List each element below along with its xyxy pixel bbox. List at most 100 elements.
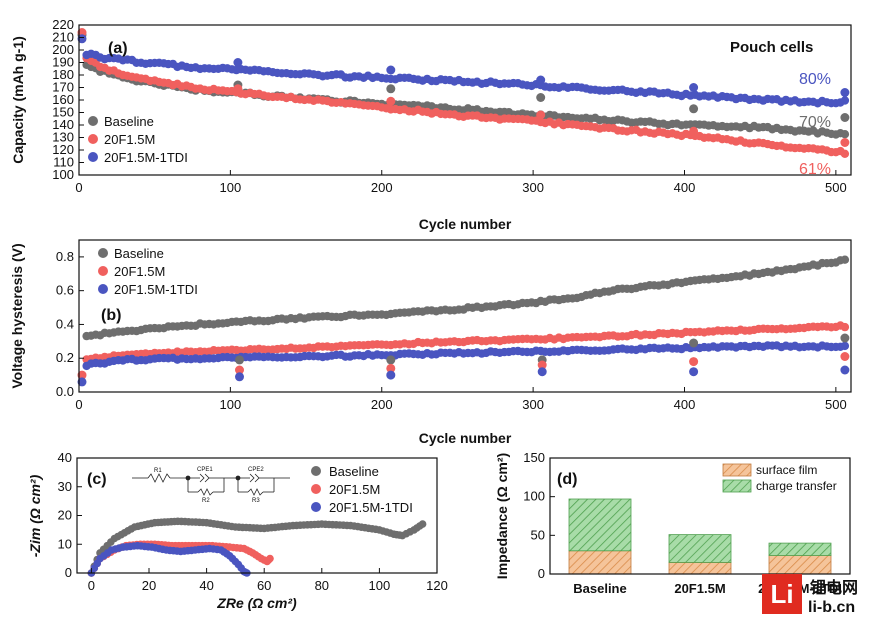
data-point-baseline [840, 130, 850, 139]
x-tick-label: 300 [522, 180, 544, 195]
equivalent-circuit-diagram [132, 473, 290, 496]
series-20f1-5m-1tdi [82, 341, 850, 371]
watermark-url: li-b.cn [808, 599, 855, 616]
series-baseline [82, 255, 850, 341]
watermark-logo-box [762, 574, 802, 614]
y-tick-label: 100 [523, 489, 545, 504]
checkup-point-20f1-5m [233, 84, 243, 94]
checkup-points-20f1-5m [77, 28, 850, 147]
checkup-point-20f1-5m-1tdi [537, 367, 547, 377]
x-tick-label: 40 [199, 578, 213, 593]
checkup-point-20f1-5m [77, 370, 87, 380]
circuit-label-r1: R1 [154, 468, 162, 474]
checkup-point-baseline [840, 113, 850, 122]
bar-charge-transfer-baseline [568, 498, 632, 552]
checkup-point-20f1-5m-1tdi [235, 372, 244, 382]
panel-b-xlabel: Cycle number [419, 430, 512, 446]
y-tick-label: 0.2 [56, 350, 74, 365]
panel-c-ylabel: -Zim (Ω cm²) [27, 474, 43, 557]
panel-a-ylabel: Capacity (mAh g-1) [10, 36, 26, 164]
panel-d-legend: surface film charge transfer [722, 463, 837, 493]
legend-label-20f15m: 20F1.5M [329, 482, 380, 497]
series-20f1-5m-1tdi [82, 49, 850, 108]
checkup-points-20f1-5m-1tdi [77, 365, 850, 387]
legend-label-baseline: Baseline [329, 464, 379, 479]
x-tick-label: 100 [220, 180, 242, 195]
bar-surface-film-baseline [568, 550, 632, 575]
checkup-point-20f1-5m [77, 28, 87, 37]
bar-charge-transfer-20f1-5m-1tdi [768, 542, 832, 556]
x-tick-label: 120 [426, 578, 448, 593]
x-category-label: 20F1.5M [674, 581, 725, 596]
x-tick-label: 80 [315, 578, 329, 593]
panel-a-label: (a) [108, 40, 128, 57]
panel-b-label: (b) [101, 307, 121, 324]
checkup-point-20f1-5m [689, 126, 699, 136]
panel-c-xlabel: ZRe (Ω cm²) [216, 595, 297, 611]
checkup-point-20f1-5m-1tdi [689, 367, 699, 377]
series-20f1-5m [82, 53, 850, 158]
checkup-point-baseline [689, 338, 699, 348]
y-tick-label: 20 [58, 508, 72, 523]
legend-label-charge-transfer: charge transfer [756, 479, 837, 493]
x-tick-label: 100 [369, 578, 391, 593]
checkup-point-20f1-5m [840, 352, 850, 361]
checkup-point-baseline [840, 333, 850, 343]
legend-marker-20f15m [88, 134, 98, 144]
panel-d-frame [549, 457, 851, 575]
legend-marker-baseline [98, 248, 108, 258]
y-tick-label: 210 [52, 30, 74, 45]
annotation-61pct: 61% [799, 161, 831, 178]
checkup-point-baseline [689, 104, 699, 114]
annotation-70pct: 70% [799, 114, 831, 131]
data-point-baseline [418, 520, 427, 528]
checkup-points-20f1-5m [77, 352, 850, 380]
legend-marker-20f15m-1tdi [311, 502, 321, 512]
y-tick-label: 170 [52, 80, 74, 95]
panel-c-eis-chart: 0 20 40 60 80 100 120 0 10 20 30 40 (c) [27, 450, 448, 611]
x-tick-label: 500 [825, 397, 847, 412]
circuit-label-cpe1: CPE1 [197, 467, 213, 473]
bar-surface-film-20f1-5m [668, 562, 732, 575]
series-baseline [87, 517, 427, 577]
x-tick-label: 400 [674, 397, 696, 412]
y-tick-label: 110 [53, 155, 74, 170]
data-point-20f1-5m-1tdi [840, 96, 850, 105]
x-tick-label: 0 [75, 397, 82, 412]
legend-swatch-charge-transfer [722, 479, 752, 493]
checkup-point-20f1-5m-1tdi [536, 75, 546, 85]
y-tick-label: 130 [52, 130, 74, 145]
circuit-label-r3: R3 [252, 498, 260, 504]
checkup-point-20f1-5m [689, 357, 699, 367]
legend-marker-20f15m-1tdi [88, 152, 98, 162]
watermark-cn-text: 锂电网 [810, 578, 858, 597]
legend-marker-baseline [311, 466, 321, 476]
bar-surface-film-20f1-5m-1tdi [768, 555, 832, 575]
legend-marker-20f15m [98, 266, 108, 276]
y-tick-label: 140 [52, 117, 74, 132]
y-tick-label: 0 [538, 566, 545, 581]
data-point-20f1-5m [840, 322, 850, 332]
x-tick-label: 60 [257, 578, 271, 593]
data-point-baseline [840, 255, 850, 264]
x-category-label: Baseline [573, 581, 626, 596]
checkup-point-20f1-5m-1tdi [233, 58, 243, 67]
checkup-points-20f1-5m-1tdi [77, 34, 850, 97]
circuit-label-r2: R2 [202, 498, 210, 504]
checkup-point-20f1-5m-1tdi [840, 365, 850, 375]
panel-d-label: (d) [557, 471, 577, 488]
y-tick-label: 220 [52, 17, 74, 32]
panel-b-hysteresis-chart: 0 100 200 300 400 500 0.0 0.2 0.4 0.6 0.8 (b) Base… [9, 239, 852, 446]
checkup-point-baseline [386, 84, 396, 94]
checkup-point-20f1-5m-1tdi [386, 65, 396, 75]
y-tick-label: 0.8 [56, 249, 74, 264]
data-point-20f1-5m-1tdi [840, 341, 850, 351]
legend-label-20f15m-1tdi: 20F1.5M-1TDI [114, 282, 198, 297]
legend-label-baseline: Baseline [104, 114, 154, 129]
y-tick-label: 160 [52, 92, 74, 107]
legend-label-20f15m-1tdi: 20F1.5M-1TDI [329, 500, 413, 515]
checkup-point-baseline [235, 355, 244, 365]
checkup-point-20f1-5m [537, 360, 547, 370]
legend-label-20f15m-1tdi: 20F1.5M-1TDI [104, 150, 188, 165]
y-tick-label: 30 [58, 479, 72, 494]
